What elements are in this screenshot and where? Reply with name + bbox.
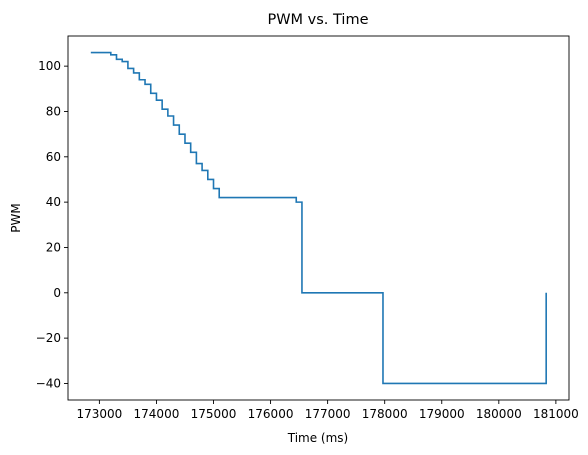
plot-area — [90, 51, 547, 385]
y-tick-label: −40 — [36, 376, 61, 390]
x-tick-label: 180000 — [476, 407, 522, 421]
x-axis-ticks: 173000 174000 175000 176000 177000 178000 1790… — [76, 400, 579, 421]
y-tick-label: 60 — [46, 150, 61, 164]
x-tick-label: 176000 — [248, 407, 294, 421]
series-line-0 — [90, 51, 547, 385]
x-tick-label: 181000 — [533, 407, 579, 421]
y-tick-label: 0 — [53, 286, 61, 300]
x-tick-label: 177000 — [305, 407, 351, 421]
y-axis-ticks: −40 −20 0 20 40 60 80 100 — [36, 59, 68, 390]
plot-frame — [67, 35, 570, 401]
x-tick-label: 173000 — [76, 407, 122, 421]
y-axis-label: PWM — [9, 203, 23, 232]
y-tick-label: 80 — [46, 104, 61, 118]
x-tick-label: 178000 — [362, 407, 408, 421]
x-tick-label: 179000 — [419, 407, 465, 421]
x-axis-label: Time (ms) — [287, 431, 349, 445]
chart-title: PWM vs. Time — [267, 12, 368, 28]
y-tick-label: 100 — [38, 59, 61, 73]
x-tick-label: 174000 — [134, 407, 180, 421]
x-tick-label: 175000 — [191, 407, 237, 421]
y-tick-label: 20 — [46, 240, 61, 254]
y-tick-label: 40 — [46, 195, 61, 209]
y-tick-label: −20 — [36, 331, 61, 345]
